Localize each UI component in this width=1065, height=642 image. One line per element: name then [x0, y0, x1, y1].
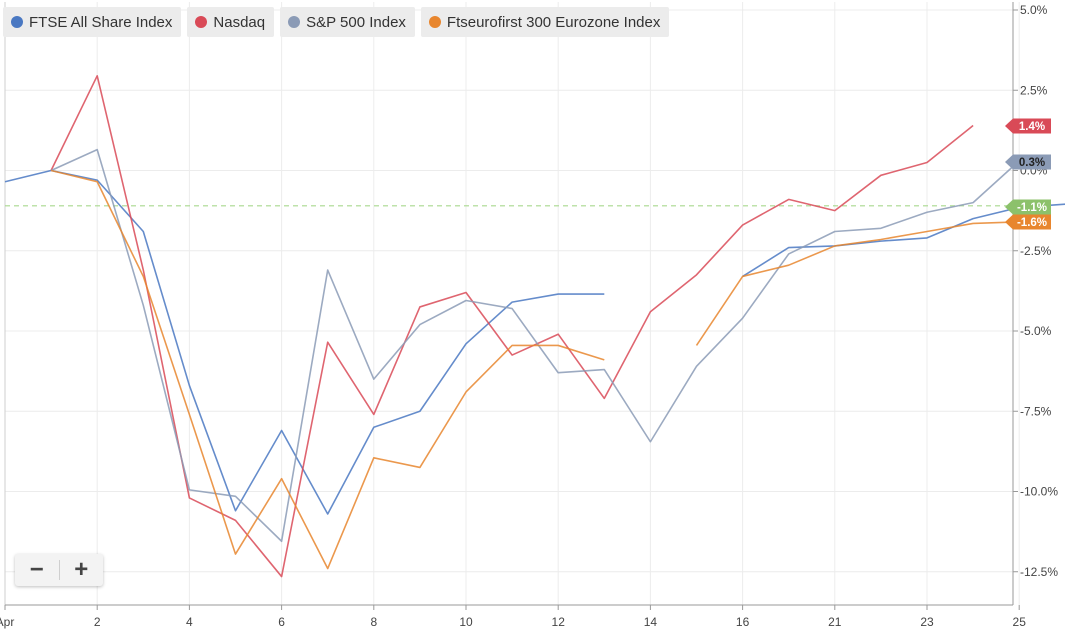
x-tick-label: 21 — [828, 615, 842, 629]
y-tick-label: -7.5% — [1020, 404, 1052, 418]
legend-item[interactable]: S&P 500 Index — [280, 7, 415, 37]
x-tick-label: 6 — [278, 615, 285, 629]
zoom-out-button[interactable]: − — [29, 556, 44, 583]
legend-dot-icon — [288, 16, 301, 28]
end-value-label: -1.6% — [1017, 217, 1047, 229]
end-value-badge — [1005, 214, 1051, 230]
y-tick-label: -10.0% — [1020, 485, 1058, 499]
series-line — [695, 221, 1020, 346]
x-tick-label: 2 — [94, 615, 101, 629]
chart-legend: FTSE All Share Index Nasdaq S&P 500 Index F… — [3, 7, 670, 37]
legend-dot-icon — [11, 16, 23, 28]
legend-item[interactable]: FTSE All Share Index — [3, 7, 182, 37]
x-tick-label: 25 — [1013, 615, 1027, 629]
end-value-label: 1.4% — [1019, 121, 1045, 133]
x-tick-label: 16 — [736, 615, 750, 629]
legend-label: Nasdaq — [213, 13, 266, 31]
end-value-badge — [1005, 154, 1051, 170]
x-tick-label: 10 — [459, 615, 473, 629]
legend-label: Ftseurofirst 300 Eurozone Index — [446, 13, 661, 31]
legend-item[interactable]: Ftseurofirst 300 Eurozone Index — [420, 7, 670, 37]
y-tick-label: 5.0% — [1020, 3, 1048, 17]
end-value-label: 0.3% — [1019, 157, 1045, 169]
series-line — [50, 148, 1020, 543]
x-tick-label: 4 — [186, 615, 193, 629]
y-tick-label: -12.5% — [1020, 565, 1058, 579]
y-tick-label: 2.5% — [1020, 83, 1048, 97]
legend-item[interactable]: Nasdaq — [187, 7, 275, 37]
zoom-control: − + — [15, 554, 103, 586]
legend-dot-icon — [195, 16, 208, 28]
y-tick-label: -2.5% — [1020, 244, 1052, 258]
end-value-badge — [1005, 199, 1051, 215]
end-value-label: -1.1% — [1017, 202, 1047, 214]
legend-dot-icon — [428, 16, 441, 28]
legend-label: FTSE All Share Index — [29, 13, 173, 31]
legend-label: S&P 500 Index — [306, 13, 406, 31]
end-value-badge — [1005, 118, 1051, 134]
zoom-separator — [58, 560, 60, 580]
x-tick-label: 23 — [920, 615, 934, 629]
zoom-in-button[interactable]: + — [74, 556, 89, 583]
x-tick-label: Apr — [0, 615, 14, 629]
x-tick-label: 14 — [644, 615, 658, 629]
x-tick-label: 12 — [552, 615, 566, 629]
y-tick-label: -5.0% — [1020, 324, 1052, 338]
series-line — [4, 169, 605, 515]
x-tick-label: 8 — [370, 615, 377, 629]
